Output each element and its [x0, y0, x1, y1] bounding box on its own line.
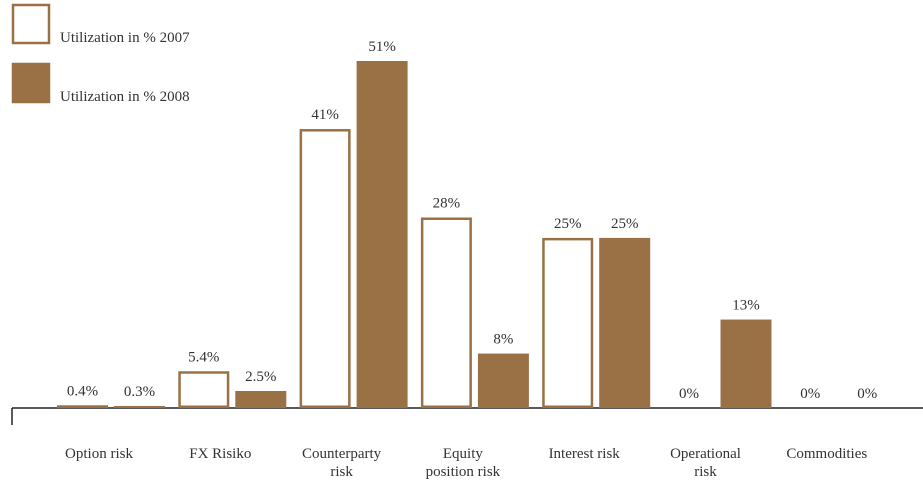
data-label: 5.4% [188, 349, 219, 365]
data-label: 0.4% [67, 383, 98, 399]
legend-swatch [11, 62, 51, 104]
data-label: 25% [611, 216, 639, 232]
data-label: 0% [800, 386, 820, 402]
x-tick-label: FX Risiko [189, 446, 252, 462]
x-tick-label: Operational risk [670, 446, 741, 480]
x-tick-label: Equity position risk [425, 446, 501, 480]
data-label: 2.5% [245, 369, 276, 385]
legend-swatch [11, 3, 51, 45]
bar [720, 319, 772, 408]
data-label: 51% [368, 39, 396, 55]
data-label: 41% [311, 107, 339, 123]
data-label: 28% [433, 195, 461, 211]
bar [114, 405, 165, 408]
legend-label: Utilization in % 2008 [60, 89, 190, 105]
data-label: 0.3% [124, 384, 155, 400]
data-label: 13% [732, 298, 760, 314]
bar [599, 237, 651, 408]
bar [420, 217, 472, 408]
data-label: 25% [554, 216, 582, 232]
bar [356, 61, 408, 408]
bar [542, 237, 594, 408]
x-tick-label: Interest risk [548, 446, 620, 462]
bar [299, 129, 351, 408]
x-tick-label: Option risk [65, 446, 133, 462]
x-tick-label: Commodities [786, 446, 868, 462]
data-label: 8% [493, 332, 513, 348]
bar [235, 390, 287, 408]
bar [477, 353, 529, 408]
data-label: 0% [857, 386, 877, 402]
legend-label: Utilization in % 2007 [60, 30, 190, 46]
bar [178, 371, 230, 408]
x-tick-label: Counterparty risk [302, 446, 382, 480]
data-label: 0% [679, 386, 699, 402]
